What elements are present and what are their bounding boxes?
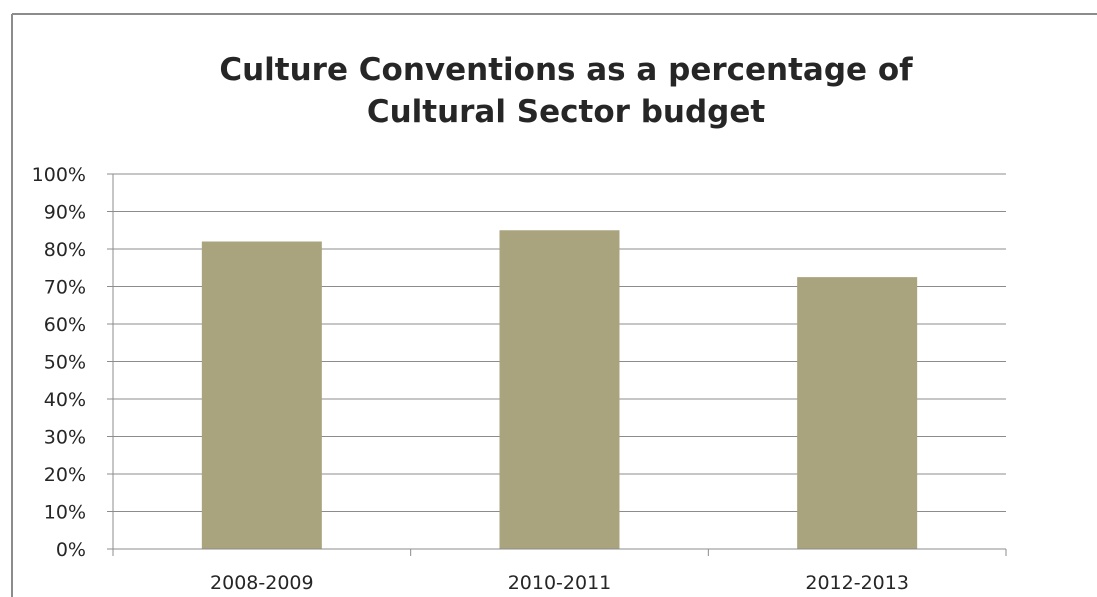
chart-title-line-1: Culture Conventions as a percentage of (219, 52, 913, 88)
y-tick-label: 100% (32, 164, 86, 186)
y-tick-label: 50% (44, 352, 86, 374)
chart-title-line-2: Cultural Sector budget (367, 94, 766, 130)
axes (112, 174, 1007, 556)
y-tick-label: 0% (56, 539, 86, 561)
y-tick-label: 30% (44, 427, 86, 449)
y-tick-label: 80% (44, 239, 86, 261)
y-tick-label: 40% (44, 389, 86, 411)
bar-2010-2011 (499, 230, 620, 549)
y-tick-label: 10% (44, 502, 86, 524)
bar-2008-2009 (201, 241, 322, 549)
x-axis-ticks: 2008-2009 2010-2011 2012-2013 (210, 572, 909, 594)
y-tick-label: 60% (44, 314, 86, 336)
y-axis-ticks: 0% 10% 20% 30% 40% 50% 60% 70% 80% 90% 100% (32, 164, 113, 561)
y-tick-label: 90% (44, 202, 86, 224)
y-tick-label: 20% (44, 464, 86, 486)
x-tick-label: 2012-2013 (805, 572, 909, 594)
x-tick-label: 2008-2009 (210, 572, 314, 594)
x-tick-label: 2010-2011 (508, 572, 612, 594)
bars (201, 230, 918, 549)
y-tick-label: 70% (44, 277, 86, 299)
bar-2012-2013 (797, 277, 918, 549)
